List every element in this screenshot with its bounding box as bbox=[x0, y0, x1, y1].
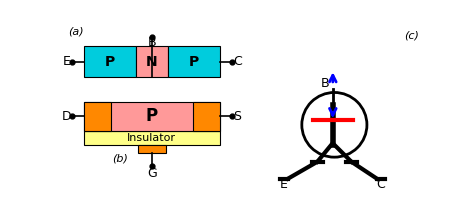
Text: C: C bbox=[233, 55, 242, 68]
Bar bbox=[84, 131, 219, 145]
Bar bbox=[168, 46, 219, 77]
Text: P: P bbox=[146, 107, 158, 125]
Text: D: D bbox=[62, 110, 71, 123]
Bar bbox=[84, 46, 136, 77]
Text: (c): (c) bbox=[404, 30, 419, 41]
Text: P: P bbox=[105, 55, 115, 69]
Bar bbox=[136, 46, 168, 77]
Text: N: N bbox=[146, 55, 158, 69]
Text: (b): (b) bbox=[112, 154, 128, 164]
Text: Insulator: Insulator bbox=[128, 133, 176, 143]
Text: G: G bbox=[147, 167, 157, 180]
Bar bbox=[192, 102, 219, 131]
Text: (a): (a) bbox=[69, 27, 84, 37]
Bar bbox=[84, 102, 219, 131]
Bar bbox=[84, 102, 111, 131]
Text: E: E bbox=[280, 178, 288, 191]
Text: C: C bbox=[376, 178, 385, 191]
Text: P: P bbox=[189, 55, 199, 69]
Text: B: B bbox=[321, 77, 329, 90]
Bar bbox=[138, 145, 166, 152]
Text: E: E bbox=[62, 55, 70, 68]
Text: B: B bbox=[147, 36, 156, 49]
Text: S: S bbox=[234, 110, 241, 123]
